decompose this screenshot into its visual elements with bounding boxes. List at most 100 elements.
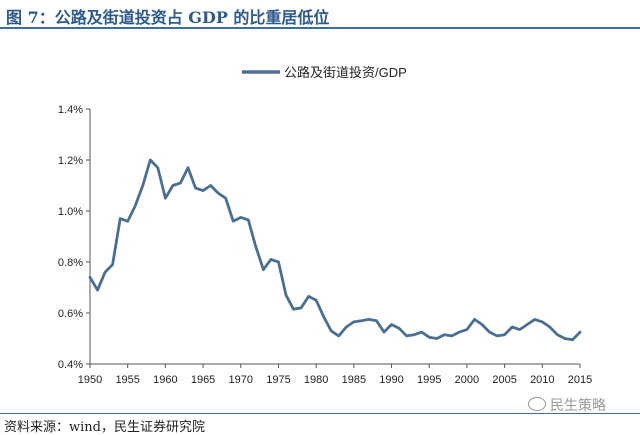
data-point — [284, 293, 288, 297]
data-point — [171, 184, 175, 187]
data-point — [126, 220, 129, 223]
x-tick-label: 1990 — [379, 374, 403, 386]
data-point — [405, 334, 408, 338]
data-point — [473, 318, 476, 321]
data-point — [435, 337, 438, 340]
data-point — [201, 189, 205, 192]
line-chart: 公路及街道投资/GDP 0.4% 0.6% 0.8% 1.0% 1.2% 1.4% 195… — [58, 65, 592, 386]
data-point — [194, 186, 197, 190]
chart-axes — [86, 108, 581, 368]
data-point — [526, 323, 529, 326]
data-point — [307, 295, 310, 298]
data-point — [239, 216, 242, 219]
data-point — [179, 181, 182, 185]
data-point — [390, 323, 393, 326]
title-bar: 图 7：公路及街道投资占 GDP 的比重居低位 — [0, 0, 640, 30]
data-point — [548, 325, 551, 329]
x-tick-label: 1960 — [153, 374, 177, 386]
data-point — [360, 319, 363, 322]
data-points — [88, 158, 582, 341]
y-tick-label: 1.4% — [58, 104, 83, 116]
data-point — [352, 320, 355, 324]
data-point — [428, 336, 431, 339]
data-point — [480, 323, 484, 326]
data-point — [322, 315, 325, 318]
data-point — [209, 184, 212, 187]
data-point — [578, 330, 582, 334]
data-point — [518, 328, 521, 331]
data-point — [217, 191, 220, 195]
data-point — [511, 325, 514, 329]
data-point — [269, 258, 273, 261]
data-point — [315, 299, 318, 302]
x-tick-label: 2005 — [492, 374, 516, 386]
data-point — [149, 158, 152, 162]
data-point — [232, 220, 235, 223]
x-tick-label: 2015 — [568, 374, 592, 386]
x-tick-label: 1950 — [78, 374, 102, 386]
wechat-icon — [528, 397, 546, 411]
data-point — [533, 318, 536, 321]
y-tick-label: 0.8% — [58, 257, 83, 269]
y-tick-label: 0.6% — [58, 308, 83, 320]
data-point — [186, 166, 190, 169]
data-point — [134, 204, 137, 208]
data-point — [345, 325, 348, 329]
data-point — [465, 328, 469, 331]
x-tick-label: 1965 — [191, 374, 215, 386]
data-point — [299, 306, 303, 310]
data-point — [96, 288, 99, 292]
data-point — [503, 333, 506, 336]
data-point — [119, 217, 122, 220]
data-point — [292, 308, 295, 311]
x-tick-label: 2000 — [455, 374, 479, 386]
x-tick-label: 1975 — [266, 374, 290, 386]
watermark: 民生策略 — [528, 395, 606, 415]
data-point — [164, 197, 167, 200]
x-tick-label: 1995 — [417, 374, 441, 386]
data-point — [247, 218, 250, 222]
data-point — [556, 333, 559, 336]
y-tick-label: 1.2% — [58, 155, 83, 167]
footer-divider — [0, 413, 640, 414]
data-point — [397, 327, 401, 330]
data-point — [254, 245, 257, 248]
data-point — [103, 271, 107, 274]
x-tick-label: 1955 — [115, 374, 139, 386]
y-tick-label: 1.0% — [58, 206, 83, 218]
data-point — [488, 330, 491, 334]
data-point — [450, 334, 453, 338]
watermark-text: 民生策略 — [550, 398, 606, 414]
legend-label: 公路及街道投资/GDP — [284, 65, 407, 80]
data-point — [458, 330, 461, 334]
data-point — [443, 333, 446, 336]
x-tick-label: 1980 — [304, 374, 328, 386]
data-point — [141, 184, 144, 187]
data-point — [571, 338, 574, 341]
data-point — [156, 166, 159, 169]
data-point — [413, 333, 416, 336]
data-point — [277, 260, 280, 264]
data-point — [420, 330, 423, 334]
data-point — [88, 276, 92, 279]
chart-legend: 公路及街道投资/GDP — [242, 65, 407, 80]
data-point — [375, 319, 378, 322]
x-tick-label: 2010 — [530, 374, 554, 386]
data-point — [337, 334, 340, 338]
title-divider — [0, 27, 640, 29]
x-tick-label: 1970 — [229, 374, 253, 386]
y-tick-labels: 0.4% 0.6% 0.8% 1.0% 1.2% 1.4% — [58, 104, 83, 371]
data-point — [330, 329, 333, 333]
data-point — [495, 334, 499, 338]
data-point — [563, 337, 567, 340]
data-point — [224, 197, 227, 200]
y-tick-label: 0.4% — [58, 359, 83, 371]
x-tick-labels: 1950 1955 1960 1965 1970 1975 1980 1985 1990 1995… — [78, 374, 592, 386]
x-tick-label: 1985 — [342, 374, 366, 386]
data-point — [382, 330, 386, 334]
figure-title: 图 7：公路及街道投资占 GDP 的比重居低位 — [6, 8, 330, 27]
data-point — [111, 263, 114, 266]
source-note: 资料来源：wind，民生证券研究院 — [4, 420, 205, 435]
series-line — [88, 158, 582, 342]
data-point — [367, 318, 371, 321]
